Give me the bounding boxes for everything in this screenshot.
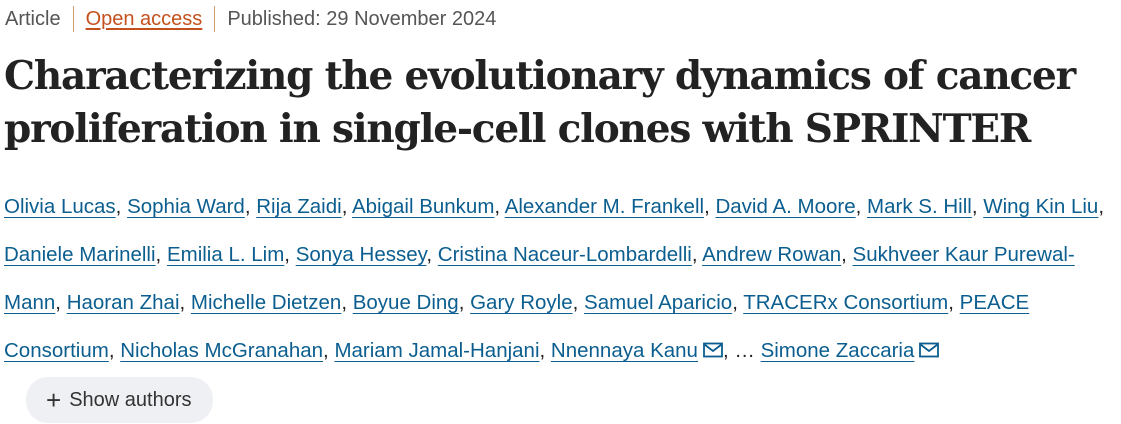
- envelope-icon[interactable]: [703, 328, 723, 358]
- author-link[interactable]: Mark S. Hill: [867, 195, 972, 218]
- published-date: Published: 29 November 2024: [227, 7, 497, 30]
- envelope-icon[interactable]: [919, 328, 940, 358]
- author-link[interactable]: Simone Zaccaria: [760, 339, 915, 362]
- author-link[interactable]: Gary Royle: [470, 291, 573, 314]
- author-link[interactable]: Nnennaya Kanu: [550, 339, 698, 362]
- author-link[interactable]: Emilia L. Lim: [166, 243, 285, 266]
- author-link[interactable]: Nicholas McGranahan: [120, 339, 324, 362]
- author-link[interactable]: Rija Zaidi: [256, 195, 342, 218]
- author-ellipsis: , …: [722, 339, 755, 362]
- author-link[interactable]: Sophia Ward: [127, 195, 245, 218]
- show-authors-button[interactable]: + Show authors: [26, 376, 214, 423]
- author-link[interactable]: Daniele Marinelli: [4, 243, 156, 266]
- author-link[interactable]: Alexander M. Frankell: [504, 195, 705, 218]
- author-link[interactable]: Michelle Dietzen: [190, 291, 342, 314]
- author-link[interactable]: Andrew Rowan: [702, 243, 842, 266]
- author-link[interactable]: Samuel Aparicio: [584, 291, 733, 314]
- author-link[interactable]: Cristina Naceur-Lombardelli: [437, 243, 692, 266]
- meta-divider: [214, 6, 216, 32]
- author-link[interactable]: PEACE Consortium: [4, 291, 1030, 362]
- article-title: Characterizing the evolutionary dynamics…: [4, 53, 1076, 152]
- author-link[interactable]: TRACERx Consortium: [743, 291, 949, 314]
- plus-icon: +: [46, 384, 62, 415]
- article-meta: Article Open access Published: 29 Novemb…: [5, 5, 496, 33]
- author-link[interactable]: Haoran Zhai: [66, 291, 180, 314]
- open-access-link[interactable]: Open access: [85, 7, 203, 30]
- author-link[interactable]: Sukhveer Kaur Purewal-Mann: [4, 243, 1075, 314]
- author-list: Olivia Lucas, Sophia Ward, Rija Zaidi, A…: [4, 183, 1116, 423]
- meta-divider: [72, 6, 74, 32]
- author-link[interactable]: Mariam Jamal-Hanjani: [334, 339, 540, 362]
- author-link[interactable]: Olivia Lucas: [4, 195, 116, 218]
- show-authors-label: Show authors: [69, 388, 192, 411]
- author-link[interactable]: Boyue Ding: [352, 291, 459, 314]
- author-link[interactable]: Abigail Bunkum: [351, 195, 495, 218]
- author-link[interactable]: David A. Moore: [715, 195, 856, 218]
- article-type: Article: [5, 7, 61, 30]
- author-link[interactable]: Sonya Hessey: [295, 243, 427, 266]
- author-link[interactable]: Wing Kin Liu: [983, 195, 1099, 218]
